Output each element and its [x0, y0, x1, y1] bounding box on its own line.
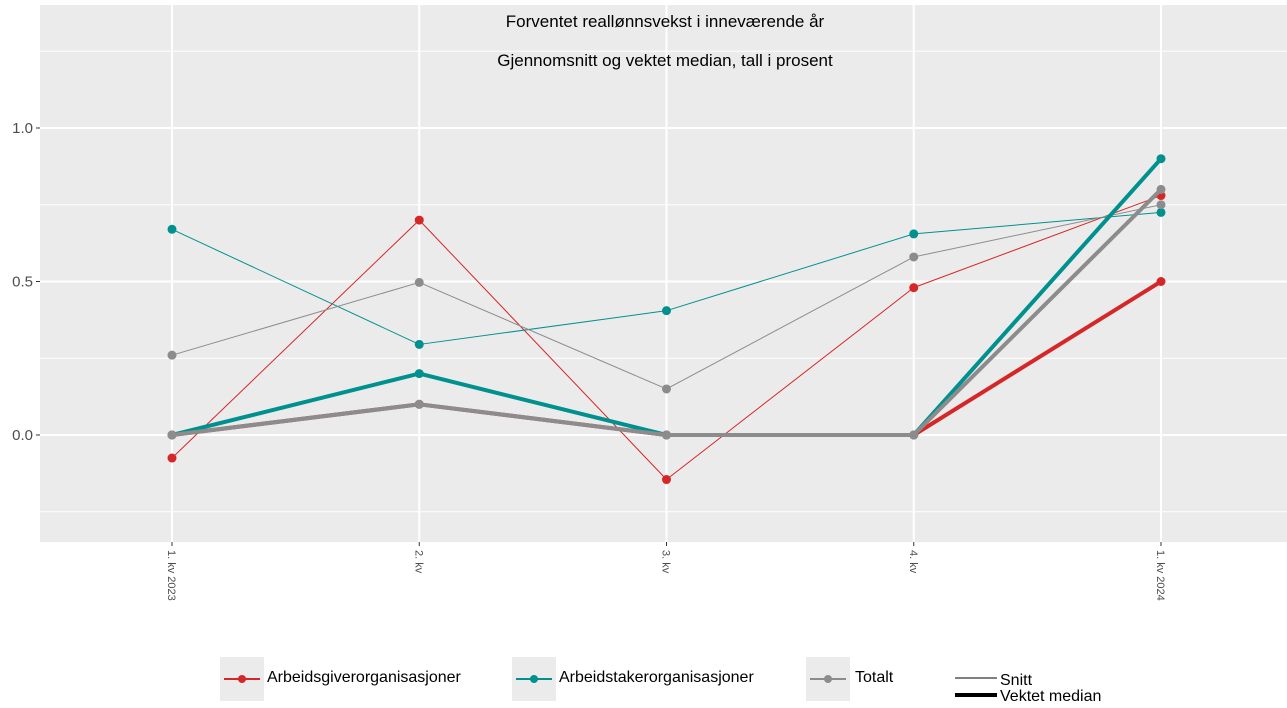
legend: Arbeidsgiverorganisasjoner Arbeidstakero…: [0, 655, 1287, 705]
chart-subtitle: Gjennomsnitt og vektet median, tall i pr…: [497, 51, 833, 70]
series-group: [167, 154, 1166, 485]
x-tick-label: 1. kv 2023: [165, 550, 177, 601]
data-point: [909, 283, 919, 293]
legend-label-snitt: Snitt: [1000, 672, 1033, 689]
y-tick-label: 0.0: [12, 427, 33, 444]
y-tick-label: 0.5: [12, 274, 33, 291]
data-point: [1156, 277, 1166, 286]
legend-label-arbeidstaker: Arbeidstakerorganisasjoner: [559, 669, 754, 686]
legend-label-vektet-median: Vektet median: [1000, 688, 1102, 705]
data-point: [414, 339, 424, 349]
chart-title: Forventet reallønnsvekst i inneværende å…: [506, 12, 825, 31]
data-point: [167, 350, 177, 360]
data-point: [167, 453, 177, 463]
data-point: [1156, 154, 1166, 164]
legend-label-arbeidsgiver: Arbeidsgiverorganisasjoner: [267, 669, 461, 686]
data-point: [414, 215, 424, 225]
legend-key-arbeidstaker: [512, 657, 556, 701]
data-point: [909, 430, 919, 440]
legend-key-vektet-median: [955, 693, 997, 697]
legend-key-arbeidsgiver: [220, 657, 264, 701]
data-point: [662, 430, 671, 440]
data-point: [662, 475, 671, 485]
x-tick-label: 1. kv 2024: [1154, 550, 1166, 601]
data-point: [167, 430, 177, 440]
data-point: [662, 306, 671, 316]
data-point: [1156, 207, 1166, 217]
data-point: [414, 369, 424, 379]
y-tick-label: 1.0: [12, 120, 33, 137]
legend-key-totalt: [806, 657, 850, 701]
data-point: [909, 229, 919, 239]
plot-panel: [40, 5, 1287, 542]
y-axis: 0.0 0.5 1.0: [12, 120, 40, 444]
x-tick-label: 3. kv: [660, 550, 672, 574]
data-point: [909, 252, 919, 262]
line-chart: Forventet reallønnsvekst i inneværende å…: [12, 5, 1287, 601]
x-axis: 1. kv 2023 2. kv 3. kv 4. kv 1. kv 2024: [165, 542, 1166, 601]
legend-label-totalt: Totalt: [855, 669, 894, 686]
data-point: [1156, 200, 1166, 210]
x-tick-label: 4. kv: [907, 550, 919, 574]
data-point: [167, 224, 177, 234]
data-point: [1156, 184, 1166, 194]
data-point: [414, 399, 424, 409]
legend-key-snitt: [955, 677, 997, 679]
x-tick-label: 2. kv: [412, 550, 424, 574]
data-point: [662, 384, 671, 394]
data-point: [414, 277, 424, 287]
